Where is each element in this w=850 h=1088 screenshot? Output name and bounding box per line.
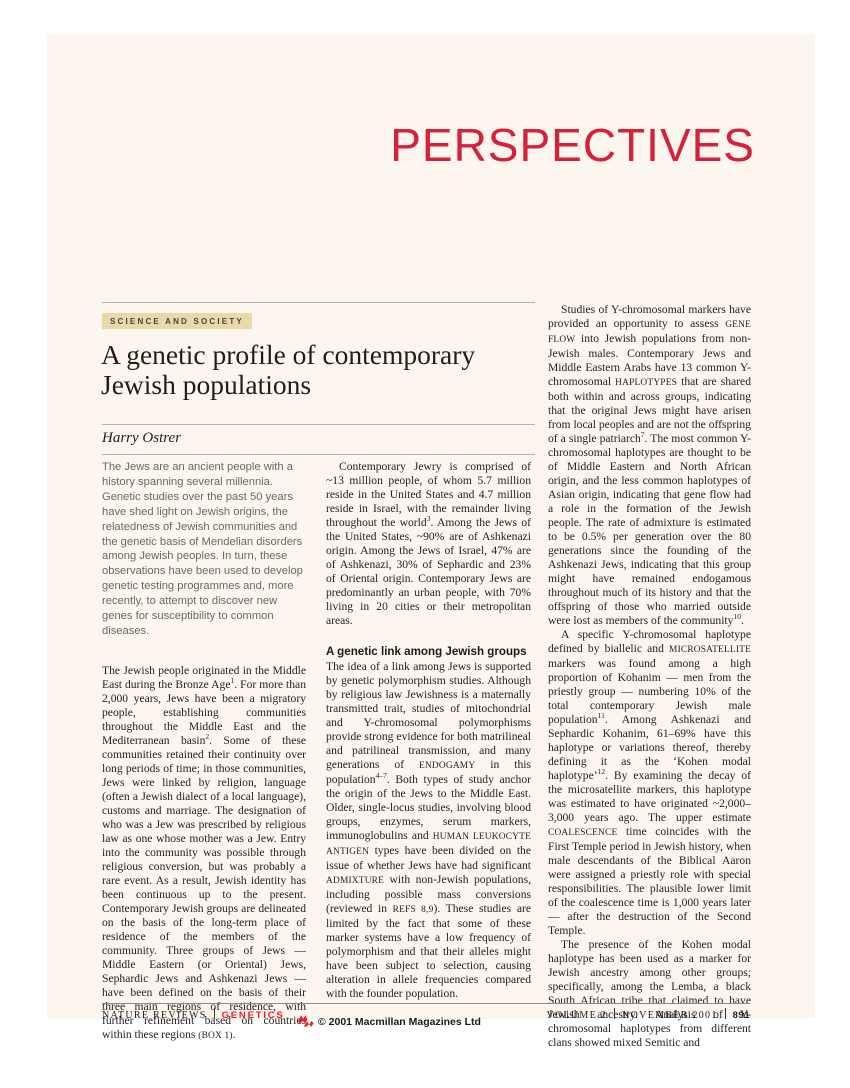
copyright-text: © 2001 Macmillan Magazines Ltd <box>318 1016 481 1028</box>
body-paragraph: The Jewish people originated in the Midd… <box>102 663 307 1041</box>
divider <box>614 1008 616 1019</box>
body-paragraph: Studies of Y-chromosomal markers have pr… <box>548 303 751 627</box>
footer-section-name: GENETICS <box>221 1010 285 1021</box>
divider <box>102 424 535 425</box>
footer-volume: VOLUME 2 <box>546 1010 608 1021</box>
macmillan-logo-icon <box>298 1015 314 1027</box>
section-heading: A genetic link among Jewish groups <box>326 645 527 658</box>
footer-journal-name: NATURE REVIEWS <box>102 1010 207 1021</box>
column-1: The Jews are an ancient people with a hi… <box>102 460 306 1043</box>
column-3: Studies of Y-chromosomal markers have pr… <box>548 303 751 1050</box>
author-name: Harry Ostrer <box>102 430 182 446</box>
column-2: Contemporary Jewry is comprised of ~13 m… <box>326 460 531 1001</box>
body-paragraph: A specific Y-chromosomal haplotype defin… <box>548 628 751 937</box>
footer-left: NATURE REVIEWS GENETICS <box>102 1008 285 1021</box>
divider <box>213 1008 215 1019</box>
body-paragraph: The presence of the Kohen modal haplotyp… <box>548 938 751 1049</box>
body-paragraph: Contemporary Jewry is comprised of ~13 m… <box>326 460 532 627</box>
footer-right: VOLUME 2 NOVEMBER 2001 891 <box>546 1008 750 1021</box>
journal-page-sheet: PERSPECTIVES SCIENCE AND SOCIETY A genet… <box>47 34 815 1049</box>
footer-date: NOVEMBER 2001 <box>622 1010 718 1021</box>
divider <box>102 454 535 455</box>
divider <box>724 1008 726 1019</box>
copyright-line: © 2001 Macmillan Magazines Ltd <box>298 1015 481 1029</box>
body-paragraph: The idea of a link among Jews is support… <box>326 660 531 1000</box>
footer-page-number: 891 <box>732 1010 750 1021</box>
divider <box>102 1003 750 1004</box>
abstract: The Jews are an ancient people with a hi… <box>102 461 303 637</box>
perspectives-banner: PERSPECTIVES <box>390 119 755 171</box>
section-tag: SCIENCE AND SOCIETY <box>102 313 252 329</box>
article-title: A genetic profile of contemporary Jewish… <box>101 339 476 400</box>
divider <box>102 302 535 303</box>
